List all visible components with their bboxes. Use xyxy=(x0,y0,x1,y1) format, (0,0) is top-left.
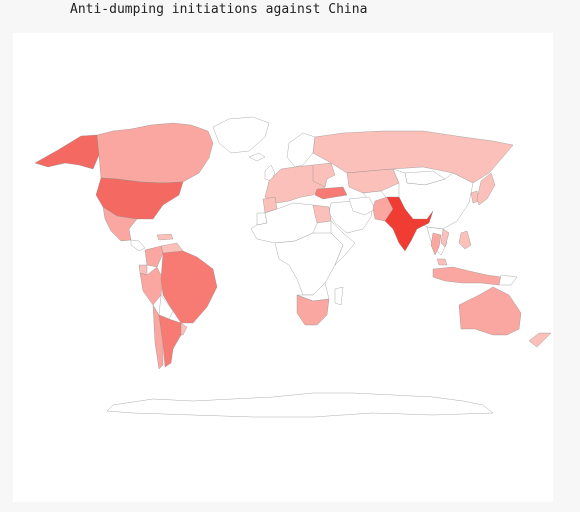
country-central-america[interactable] xyxy=(130,239,146,252)
country-papua-new-guinea[interactable] xyxy=(498,274,518,286)
country-colombia[interactable] xyxy=(144,245,164,268)
country-japan[interactable] xyxy=(476,172,496,206)
country-philippines[interactable] xyxy=(458,230,472,250)
country-russia[interactable] xyxy=(312,130,514,184)
country-iceland[interactable] xyxy=(248,152,266,162)
country-malaysia[interactable] xyxy=(436,258,448,266)
country-kazakhstan[interactable] xyxy=(346,168,400,194)
world-map xyxy=(34,116,552,418)
country-greenland[interactable] xyxy=(212,116,270,154)
country-australia[interactable] xyxy=(458,286,522,336)
map-panel xyxy=(13,33,553,502)
country-alaska[interactable] xyxy=(34,134,100,170)
country-thailand[interactable] xyxy=(430,232,442,256)
country-south-africa[interactable] xyxy=(296,294,330,326)
country-iran[interactable] xyxy=(348,196,376,216)
country-brazil[interactable] xyxy=(160,250,218,324)
country-india[interactable] xyxy=(384,196,434,252)
country-argentina[interactable] xyxy=(158,314,182,368)
country-central-africa[interactable] xyxy=(274,232,344,296)
country-new-zealand[interactable] xyxy=(528,332,552,348)
country-scandinavia[interactable] xyxy=(286,132,316,168)
country-dominican-republic[interactable] xyxy=(156,233,174,241)
country-indonesia[interactable] xyxy=(432,266,502,286)
country-canada[interactable] xyxy=(96,122,214,184)
country-egypt[interactable] xyxy=(312,204,332,224)
country-shapes xyxy=(34,116,552,418)
map-title: Anti-dumping initiations against China xyxy=(70,2,368,17)
country-turkey[interactable] xyxy=(314,186,348,200)
country-east-africa[interactable] xyxy=(330,220,356,266)
country-madagascar[interactable] xyxy=(334,286,344,306)
country-vietnam[interactable] xyxy=(440,228,450,248)
country-antarctica[interactable] xyxy=(106,392,494,418)
country-uruguay[interactable] xyxy=(180,322,188,336)
